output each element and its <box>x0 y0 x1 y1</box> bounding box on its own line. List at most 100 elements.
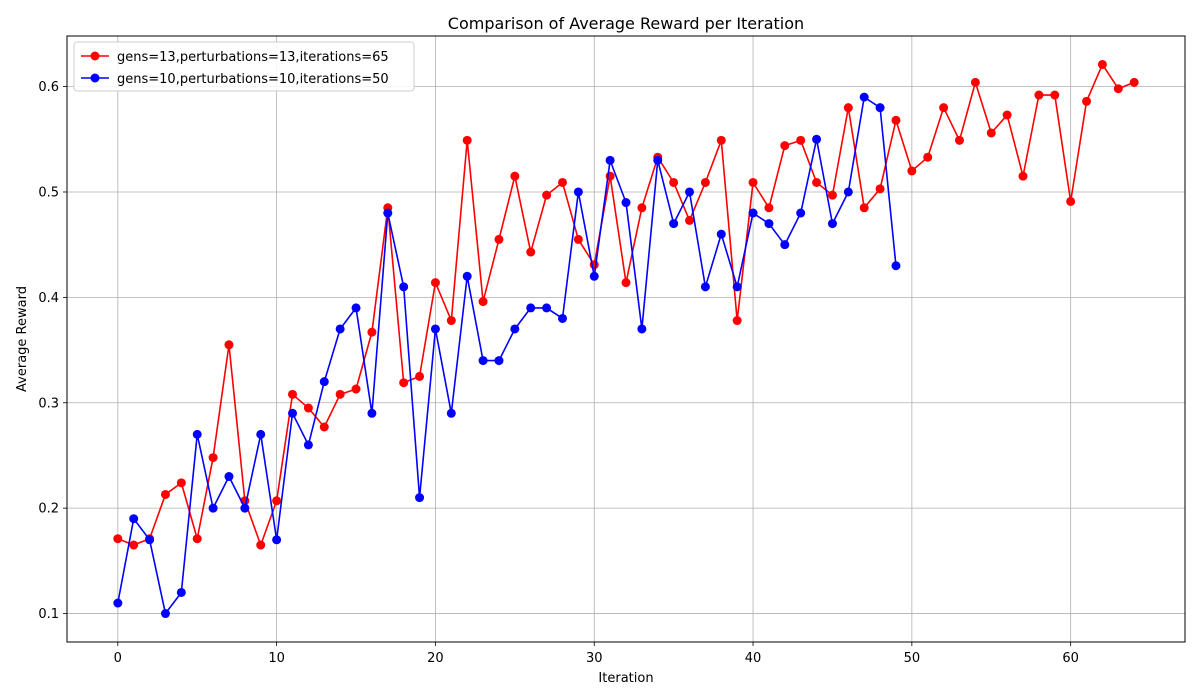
data-point <box>557 177 567 187</box>
data-point <box>446 316 456 326</box>
data-point <box>399 282 409 292</box>
data-point <box>129 514 139 524</box>
data-point <box>859 203 869 213</box>
data-point <box>716 229 726 239</box>
data-point <box>907 166 917 176</box>
data-point <box>732 282 742 292</box>
data-point <box>1082 96 1092 106</box>
data-point <box>669 219 679 229</box>
y-tick-label: 0.2 <box>38 502 59 517</box>
data-point <box>812 134 822 144</box>
data-point <box>256 540 266 550</box>
data-point <box>891 261 901 271</box>
data-point <box>319 422 329 432</box>
data-point <box>796 208 806 218</box>
data-point <box>526 247 536 257</box>
series-layer <box>113 59 1139 619</box>
data-point <box>145 535 155 545</box>
data-point <box>208 503 218 513</box>
data-point <box>351 303 361 313</box>
data-point <box>1050 90 1060 100</box>
legend-item-series-2: gens=10,perturbations=10,iterations=50 <box>81 72 389 87</box>
data-point <box>415 371 425 381</box>
data-point <box>748 208 758 218</box>
x-tick-label: 20 <box>427 651 444 666</box>
data-point <box>335 324 345 334</box>
data-point <box>430 278 440 288</box>
y-tick-label: 0.3 <box>38 396 59 411</box>
data-point <box>240 503 250 513</box>
data-point <box>176 478 186 488</box>
data-point <box>939 103 949 113</box>
data-point <box>1018 171 1028 181</box>
data-point <box>589 271 599 281</box>
data-point <box>430 324 440 334</box>
data-point <box>653 155 663 165</box>
data-point <box>669 177 679 187</box>
data-point <box>288 389 298 399</box>
data-point <box>843 187 853 197</box>
data-point <box>986 128 996 138</box>
data-point <box>542 190 552 200</box>
data-point <box>224 472 234 482</box>
x-tick-label: 60 <box>1062 651 1079 666</box>
data-point <box>700 177 710 187</box>
data-point <box>367 408 377 418</box>
legend-box <box>73 41 415 92</box>
data-point <box>557 313 567 323</box>
data-point <box>748 177 758 187</box>
data-point <box>685 187 695 197</box>
y-tick-label: 0.6 <box>38 80 59 95</box>
data-point <box>129 540 139 550</box>
data-point <box>859 92 869 102</box>
legend-item-series-1: gens=13,perturbations=13,iterations=65 <box>81 50 389 65</box>
data-point <box>764 219 774 229</box>
data-point <box>827 190 837 200</box>
x-tick-label: 40 <box>745 651 762 666</box>
data-point <box>113 598 123 608</box>
legend: gens=13,perturbations=13,iterations=65 g… <box>73 41 415 92</box>
data-point <box>891 115 901 125</box>
data-point <box>1129 77 1139 87</box>
data-point <box>192 534 202 544</box>
data-point <box>160 489 170 499</box>
axis-ticks: 0 10 20 30 40 50 60 0.1 0.2 0.3 0.4 0.5 0.6 <box>38 80 1079 666</box>
data-point <box>160 609 170 619</box>
plot-frame <box>66 35 1186 643</box>
data-point <box>303 440 313 450</box>
data-point <box>732 316 742 326</box>
data-point <box>272 496 282 506</box>
data-point <box>303 403 313 413</box>
data-point <box>780 240 790 250</box>
data-point <box>954 135 964 145</box>
data-point <box>621 278 631 288</box>
data-point <box>446 408 456 418</box>
data-point <box>637 203 647 213</box>
data-point <box>335 389 345 399</box>
data-point <box>113 534 123 544</box>
data-point <box>367 327 377 337</box>
data-point <box>494 356 504 366</box>
y-tick-label: 0.1 <box>38 607 59 622</box>
data-point <box>319 377 329 387</box>
data-point <box>192 429 202 439</box>
data-point <box>875 103 885 113</box>
data-point <box>510 324 520 334</box>
data-point <box>716 135 726 145</box>
y-tick-label: 0.5 <box>38 185 59 200</box>
legend-label-series-1: gens=13,perturbations=13,iterations=65 <box>117 50 389 65</box>
data-point <box>494 234 504 244</box>
data-point <box>970 77 980 87</box>
data-point <box>399 378 409 388</box>
data-point <box>1113 84 1123 94</box>
data-point <box>510 171 520 181</box>
data-point <box>1034 90 1044 100</box>
data-point <box>351 384 361 394</box>
data-point <box>827 219 837 229</box>
series-2 <box>113 92 901 619</box>
data-point <box>764 203 774 213</box>
x-tick-label: 10 <box>268 651 285 666</box>
